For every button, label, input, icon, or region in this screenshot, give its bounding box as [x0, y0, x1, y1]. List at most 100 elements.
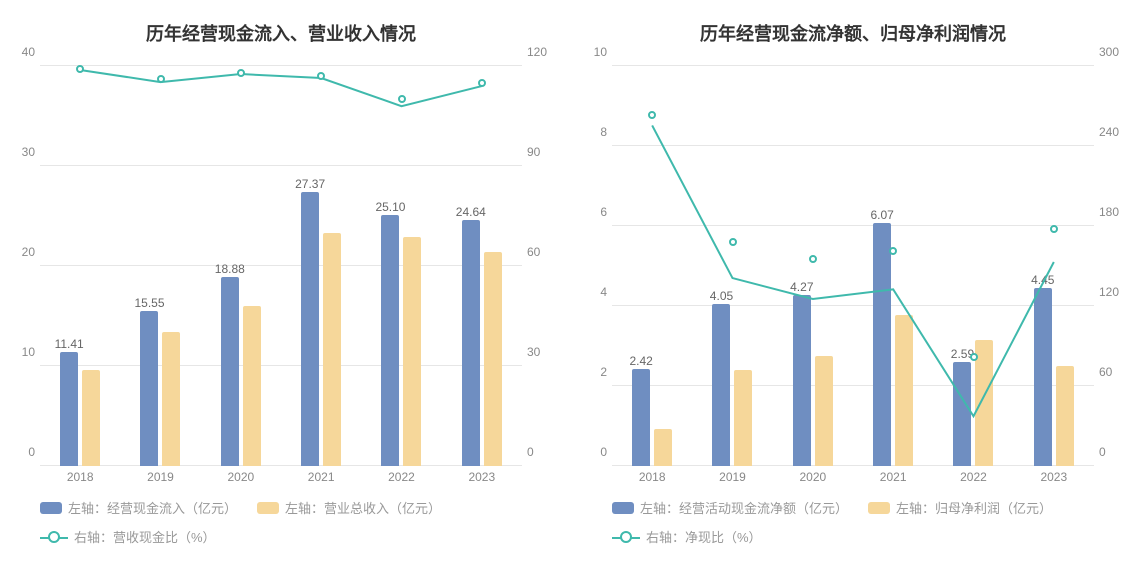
- chart-title: 历年经营现金流净额、归母净利润情况: [582, 20, 1124, 46]
- bar-value-label: 2.42: [629, 354, 652, 368]
- bar-value-label: 4.27: [790, 280, 813, 294]
- bar: [323, 233, 341, 466]
- legend-label: 右轴：营收现金比（%）: [74, 527, 216, 546]
- category-group: 11.41: [40, 66, 120, 466]
- x-tick: 2019: [120, 470, 200, 484]
- bar-value-label: 25.10: [375, 200, 405, 214]
- legend-swatch-bar2: [868, 502, 890, 514]
- bar: [975, 340, 993, 466]
- legend-item: 右轴：净现比（%）: [612, 527, 762, 546]
- y-tick: 40: [5, 45, 35, 59]
- category-group: 6.07: [853, 66, 933, 466]
- y-tick: 0: [1099, 445, 1129, 459]
- bar: [895, 315, 913, 466]
- legend-item: 左轴：归母净利润（亿元）: [868, 498, 1052, 517]
- plot-area: 2.42 4.05 4.27 6.07 2.59 4.45: [612, 66, 1094, 466]
- y-axis-left: 0 2 4 6 8 10: [582, 66, 612, 466]
- y-tick: 0: [577, 445, 607, 459]
- category-group: 18.88: [201, 66, 281, 466]
- y-tick: 8: [577, 125, 607, 139]
- legend-label: 左轴：经营现金流入（亿元）: [68, 498, 237, 517]
- bar-value-label: 11.41: [55, 337, 84, 351]
- category-group: 4.27: [773, 66, 853, 466]
- bar: 4.45: [1034, 288, 1052, 466]
- y-axis-right: 0 30 60 90 120: [522, 66, 552, 466]
- chart-panel-1: 历年经营现金流净额、归母净利润情况 0 2 4 6 8 10 0 60 120 …: [582, 10, 1124, 546]
- bar: [654, 429, 672, 466]
- x-axis: 201820192020202120222023: [40, 470, 522, 484]
- bar: 6.07: [873, 223, 891, 466]
- y-tick: 10: [577, 45, 607, 59]
- bar-value-label: 6.07: [870, 208, 893, 222]
- legend-item: 左轴：经营现金流入（亿元）: [40, 498, 237, 517]
- bar: [734, 370, 752, 466]
- legend: 左轴：经营现金流入（亿元） 左轴：营业总收入（亿元） 右轴：营收现金比（%）: [40, 498, 522, 546]
- y-tick: 240: [1099, 125, 1129, 139]
- bar: 4.05: [712, 304, 730, 466]
- category-group: 2.42: [612, 66, 692, 466]
- y-tick: 6: [577, 205, 607, 219]
- y-tick: 90: [527, 145, 557, 159]
- legend-label: 右轴：净现比（%）: [646, 527, 762, 546]
- bar: 18.88: [221, 277, 239, 466]
- category-group: 24.64: [442, 66, 522, 466]
- bar: 11.41: [60, 352, 78, 466]
- bar: [815, 356, 833, 466]
- bar-value-label: 4.05: [710, 289, 733, 303]
- x-tick: 2020: [773, 470, 853, 484]
- y-tick: 300: [1099, 45, 1129, 59]
- dashboard: 历年经营现金流入、营业收入情况 0 10 20 30 40 0 30 60 90: [10, 10, 1124, 546]
- legend-swatch-line: [612, 531, 640, 543]
- category-group: 4.05: [692, 66, 772, 466]
- x-tick: 2022: [933, 470, 1013, 484]
- bar: [162, 332, 180, 466]
- x-axis: 201820192020202120222023: [612, 470, 1094, 484]
- bar: 25.10: [381, 215, 399, 466]
- bar: 2.42: [632, 369, 650, 466]
- y-tick: 180: [1099, 205, 1129, 219]
- y-tick: 4: [577, 285, 607, 299]
- bar: [403, 237, 421, 466]
- x-tick: 2018: [40, 470, 120, 484]
- x-tick: 2022: [361, 470, 441, 484]
- x-tick: 2021: [281, 470, 361, 484]
- chart-panel-0: 历年经营现金流入、营业收入情况 0 10 20 30 40 0 30 60 90: [10, 10, 552, 546]
- y-tick: 60: [1099, 365, 1129, 379]
- bar-value-label: 2.59: [951, 347, 974, 361]
- legend-item: 右轴：营收现金比（%）: [40, 527, 216, 546]
- y-tick: 120: [1099, 285, 1129, 299]
- bar: [484, 252, 502, 466]
- y-tick: 60: [527, 245, 557, 259]
- y-tick: 10: [5, 345, 35, 359]
- y-tick: 30: [527, 345, 557, 359]
- y-tick: 0: [527, 445, 557, 459]
- plot-area: 11.41 15.55 18.88 27.37 25.10 24.64: [40, 66, 522, 466]
- category-group: 15.55: [120, 66, 200, 466]
- bar: 27.37: [301, 192, 319, 466]
- legend: 左轴：经营活动现金流净额（亿元） 左轴：归母净利润（亿元） 右轴：净现比（%）: [612, 498, 1094, 546]
- y-tick: 30: [5, 145, 35, 159]
- bar-value-label: 15.55: [134, 296, 164, 310]
- legend-swatch-line: [40, 531, 68, 543]
- category-group: 25.10: [361, 66, 441, 466]
- x-tick: 2018: [612, 470, 692, 484]
- y-tick: 0: [5, 445, 35, 459]
- legend-swatch-bar2: [257, 502, 279, 514]
- category-group: 27.37: [281, 66, 361, 466]
- x-tick: 2020: [201, 470, 281, 484]
- chart-area: 0 2 4 6 8 10 0 60 120 180 240 300 2.424.…: [612, 66, 1094, 466]
- x-tick: 2019: [692, 470, 772, 484]
- x-tick: 2023: [442, 470, 522, 484]
- chart-title: 历年经营现金流入、营业收入情况: [10, 20, 552, 46]
- bar: 2.59: [953, 362, 971, 466]
- y-tick: 2: [577, 365, 607, 379]
- legend-item: 左轴：经营活动现金流净额（亿元）: [612, 498, 848, 517]
- y-tick: 20: [5, 245, 35, 259]
- bar-value-label: 24.64: [456, 205, 486, 219]
- legend-swatch-bar1: [612, 502, 634, 514]
- legend-item: 左轴：营业总收入（亿元）: [257, 498, 441, 517]
- y-axis-right: 0 60 120 180 240 300: [1094, 66, 1124, 466]
- bar: 15.55: [140, 311, 158, 467]
- bar: [1056, 366, 1074, 466]
- legend-label: 左轴：经营活动现金流净额（亿元）: [640, 498, 848, 517]
